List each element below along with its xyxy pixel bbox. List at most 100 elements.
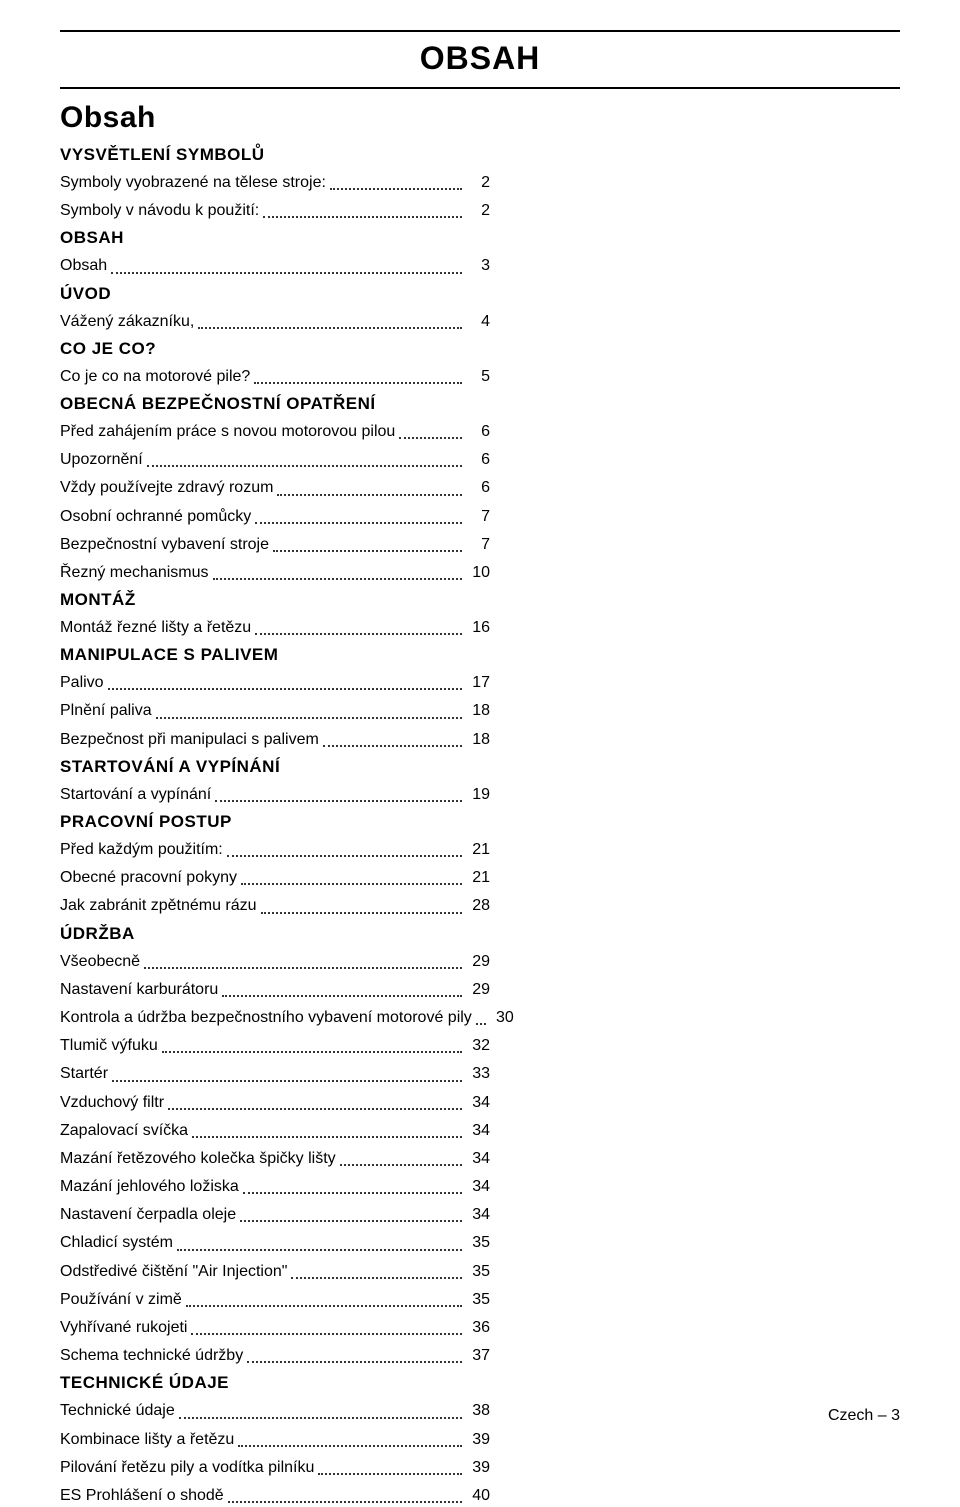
toc-entry-page: 21 [466, 866, 490, 889]
toc-entry: Bezpečnostní vybavení stroje7 [60, 533, 490, 556]
toc-dots [340, 1164, 462, 1166]
toc-entry: Plnění paliva18 [60, 699, 490, 722]
toc-entry: Mazání jehlového ložiska 34 [60, 1175, 490, 1198]
toc-dots [112, 1080, 462, 1082]
toc-section-title: MANIPULACE S PALIVEM [60, 645, 490, 665]
toc-entry: Technické údaje38 [60, 1399, 490, 1422]
toc-dots [156, 717, 462, 719]
toc-entry-page: 40 [466, 1484, 490, 1507]
toc-entry: Před každým použitím:21 [60, 838, 490, 861]
toc-entry-page: 34 [466, 1091, 490, 1114]
toc-entry-page: 2 [466, 199, 490, 222]
toc-dots [318, 1473, 462, 1475]
toc-section-title: PRACOVNÍ POSTUP [60, 812, 490, 832]
toc-entry: Bezpečnost při manipulaci s palivem18 [60, 728, 490, 751]
toc-entry-page: 19 [466, 783, 490, 806]
toc-entry-label: Bezpečnost při manipulaci s palivem [60, 728, 319, 751]
toc-entry-label: Symboly vyobrazené na tělese stroje: [60, 171, 326, 194]
toc-entry-label: Nastavení karburátoru [60, 978, 218, 1001]
toc-dots [291, 1277, 462, 1279]
toc-entry-label: Před zahájením práce s novou motorovou p… [60, 420, 395, 443]
toc-entry: Symboly vyobrazené na tělese stroje: 2 [60, 171, 490, 194]
toc-entry: Montáž řezné lišty a řetězu 16 [60, 616, 490, 639]
toc-entry: Kombinace lišty a řetězu 39 [60, 1428, 490, 1451]
toc-entry-page: 6 [466, 448, 490, 471]
toc-entry-page: 4 [466, 310, 490, 333]
toc-entry-page: 34 [466, 1147, 490, 1170]
toc-entry-label: Tlumič výfuku [60, 1034, 158, 1057]
toc-entry-page: 32 [466, 1034, 490, 1057]
toc-entry: Nastavení karburátoru29 [60, 978, 490, 1001]
toc-main-title: Obsah [60, 101, 490, 135]
toc-entry-label: Startování a vypínání [60, 783, 211, 806]
toc-entry-label: Kombinace lišty a řetězu [60, 1428, 234, 1451]
toc-entry-label: Zapalovací svíčka [60, 1119, 188, 1142]
toc-entry-page: 39 [466, 1428, 490, 1451]
toc-entry-page: 35 [466, 1231, 490, 1254]
toc-dots [227, 855, 462, 857]
toc-entry-label: Chladicí systém [60, 1231, 173, 1254]
toc-entry-label: Montáž řezné lišty a řetězu [60, 616, 251, 639]
toc-entry-label: Obsah [60, 254, 107, 277]
toc-entry-label: Pilování řetězu pily a vodítka pilníku [60, 1456, 314, 1479]
toc-entry-page: 33 [466, 1062, 490, 1085]
toc-entry: Používání v zimě35 [60, 1288, 490, 1311]
toc-entry: Co je co na motorové pile?5 [60, 365, 490, 388]
toc-entry-page: 34 [466, 1203, 490, 1226]
toc-entry: Upozornění 6 [60, 448, 490, 471]
toc-entry: Obsah3 [60, 254, 490, 277]
toc-entry: Nastavení čerpadla oleje 34 [60, 1203, 490, 1226]
toc-entry: Osobní ochranné pomůcky7 [60, 505, 490, 528]
toc-entry-label: Obecné pracovní pokyny [60, 866, 237, 889]
toc-entry-label: Mazání jehlového ložiska [60, 1175, 239, 1198]
toc-entry-page: 2 [466, 171, 490, 194]
toc-dots [399, 437, 462, 439]
toc-entry-page: 34 [466, 1175, 490, 1198]
toc-entry-label: Odstředivé čištění "Air Injection" [60, 1260, 287, 1283]
toc-entry-page: 28 [466, 894, 490, 917]
toc-entry-label: Nastavení čerpadla oleje [60, 1203, 236, 1226]
toc-entry-page: 7 [466, 533, 490, 556]
toc-entry-label: Startér [60, 1062, 108, 1085]
toc-dots [147, 465, 462, 467]
toc-entry: Pilování řetězu pily a vodítka pilníku 39 [60, 1456, 490, 1479]
toc-entry-page: 30 [490, 1006, 514, 1029]
toc-entry-label: Palivo [60, 671, 104, 694]
toc-entry-label: Co je co na motorové pile? [60, 365, 250, 388]
toc-entry-page: 18 [466, 699, 490, 722]
toc-entry-page: 10 [466, 561, 490, 584]
toc-dots [323, 745, 462, 747]
toc-dots [162, 1051, 462, 1053]
toc-dots [198, 327, 462, 329]
toc-dots [277, 494, 462, 496]
toc-section-title: STARTOVÁNÍ A VYPÍNÁNÍ [60, 757, 490, 777]
toc-dots [476, 1023, 486, 1025]
toc-entry-page: 37 [466, 1344, 490, 1367]
toc-entry-label: Všeobecně [60, 950, 140, 973]
toc-entry-label: Vždy používejte zdravý rozum [60, 476, 273, 499]
toc-entry-page: 36 [466, 1316, 490, 1339]
toc-dots [254, 382, 462, 384]
toc-entry-label: Upozornění [60, 448, 143, 471]
toc-entry-page: 6 [466, 476, 490, 499]
toc-entry-page: 39 [466, 1456, 490, 1479]
toc-dots [263, 216, 462, 218]
toc-entry-page: 17 [466, 671, 490, 694]
toc-dots [243, 1192, 462, 1194]
toc-entry: Kontrola a údržba bezpečnostního vybaven… [60, 1006, 490, 1029]
toc-entry: Zapalovací svíčka34 [60, 1119, 490, 1142]
toc-entry: Vzduchový filtr 34 [60, 1091, 490, 1114]
toc-entry: Mazání řetězového kolečka špičky lišty34 [60, 1147, 490, 1170]
page-header-title: OBSAH [60, 30, 900, 89]
toc-body: VYSVĚTLENÍ SYMBOLŮ Symboly vyobrazené na … [60, 145, 490, 1507]
toc-dots [168, 1108, 462, 1110]
toc-entry-label: Vzduchový filtr [60, 1091, 164, 1114]
toc-entry: Palivo 17 [60, 671, 490, 694]
toc-entry: Všeobecně29 [60, 950, 490, 973]
toc-entry-page: 16 [466, 616, 490, 639]
toc-entry: Tlumič výfuku 32 [60, 1034, 490, 1057]
toc-entry-label: Vážený zákazníku, [60, 310, 194, 333]
toc-section-title: VYSVĚTLENÍ SYMBOLŮ [60, 145, 490, 165]
toc-dots [186, 1305, 462, 1307]
toc-entry: Vyhřívané rukojeti36 [60, 1316, 490, 1339]
